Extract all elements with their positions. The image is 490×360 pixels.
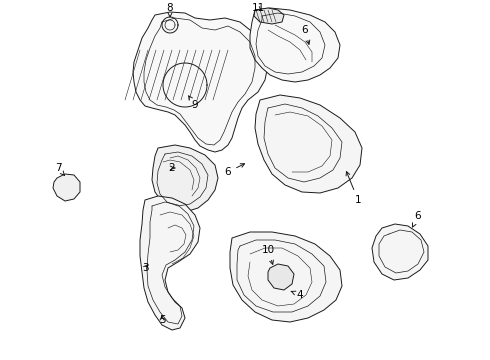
Polygon shape bbox=[152, 145, 218, 212]
Text: 6: 6 bbox=[413, 211, 421, 227]
Polygon shape bbox=[140, 196, 200, 330]
Text: 1: 1 bbox=[346, 172, 361, 205]
Text: 2: 2 bbox=[169, 163, 175, 173]
Text: 8: 8 bbox=[167, 3, 173, 17]
Text: 6: 6 bbox=[225, 164, 245, 177]
Polygon shape bbox=[250, 8, 340, 82]
Text: 7: 7 bbox=[55, 163, 64, 175]
Polygon shape bbox=[133, 12, 268, 152]
Polygon shape bbox=[255, 95, 362, 193]
Polygon shape bbox=[230, 232, 342, 322]
Polygon shape bbox=[254, 8, 284, 24]
Polygon shape bbox=[53, 174, 80, 201]
Text: 11: 11 bbox=[251, 3, 265, 13]
Text: 6: 6 bbox=[302, 25, 310, 44]
Text: 4: 4 bbox=[291, 290, 303, 300]
Polygon shape bbox=[372, 224, 428, 280]
Text: 3: 3 bbox=[142, 263, 148, 273]
Polygon shape bbox=[268, 264, 294, 290]
Text: 10: 10 bbox=[262, 245, 274, 264]
Text: 5: 5 bbox=[159, 315, 165, 325]
Text: 9: 9 bbox=[189, 96, 198, 110]
